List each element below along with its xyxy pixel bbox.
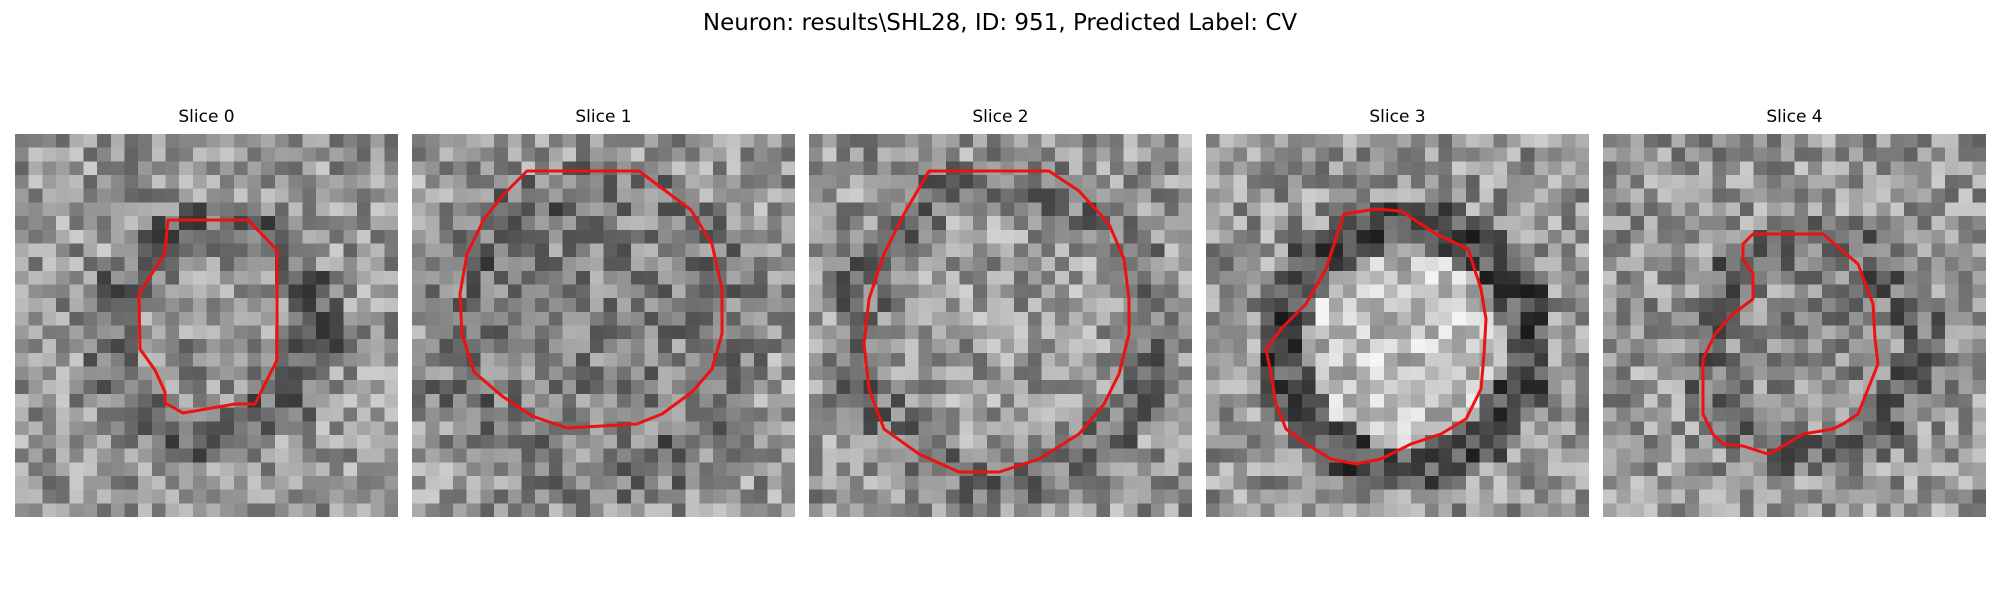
slice-image-3	[1206, 134, 1589, 517]
slice-panel-0: Slice 0	[15, 107, 398, 517]
slice-image-2	[809, 134, 1192, 517]
slice-panel-4: Slice 4	[1603, 107, 1986, 517]
slice-panel-3: Slice 3	[1206, 107, 1589, 517]
slice-title-0: Slice 0	[178, 107, 235, 127]
figure-title: Neuron: results\SHL28, ID: 951, Predicte…	[702, 10, 1298, 36]
slice-panel-2: Slice 2	[809, 107, 1192, 517]
grayscale-pixel-grid	[1206, 134, 1589, 517]
slice-title-1: Slice 1	[575, 107, 632, 127]
slice-image-0	[15, 134, 398, 517]
neuron-contour	[458, 169, 724, 430]
grayscale-pixel-grid	[1603, 134, 1986, 517]
slice-title-2: Slice 2	[972, 107, 1029, 127]
slice-image-4	[1603, 134, 1986, 517]
slice-title-4: Slice 4	[1766, 107, 1823, 127]
slice-image-1	[412, 134, 795, 517]
slice-panel-1: Slice 1	[412, 107, 795, 517]
neuron-contour	[862, 169, 1131, 474]
neuron-contour	[1264, 207, 1488, 466]
neuron-contour	[1701, 232, 1880, 456]
grayscale-pixel-grid	[15, 134, 398, 517]
slice-title-3: Slice 3	[1369, 107, 1426, 127]
grayscale-pixel-grid	[412, 134, 795, 517]
neuron-contour	[137, 218, 279, 415]
